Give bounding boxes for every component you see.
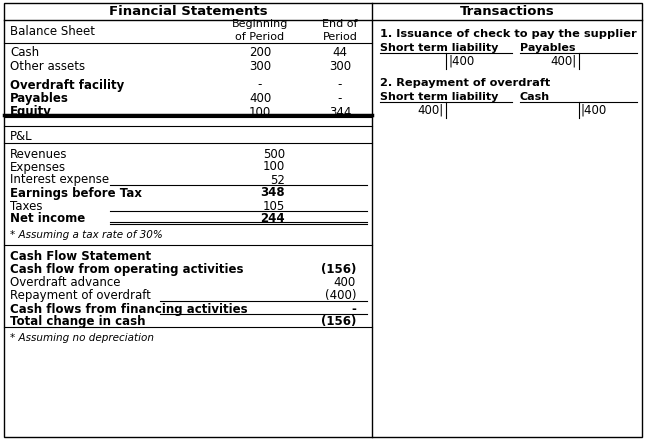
Text: 105: 105 — [263, 199, 285, 213]
FancyBboxPatch shape — [4, 3, 642, 437]
Text: Expenses: Expenses — [10, 161, 66, 173]
Text: (156): (156) — [320, 315, 356, 329]
Text: Repayment of overdraft: Repayment of overdraft — [10, 289, 151, 303]
Text: 400|: 400| — [418, 104, 444, 116]
Text: -: - — [338, 92, 342, 105]
Text: 44: 44 — [333, 46, 348, 60]
Text: Overdraft facility: Overdraft facility — [10, 78, 124, 91]
Text: (156): (156) — [320, 264, 356, 277]
Text: |400: |400 — [448, 55, 474, 67]
Text: Cash flows from financing activities: Cash flows from financing activities — [10, 303, 247, 315]
Text: * Assuming no depreciation: * Assuming no depreciation — [10, 333, 154, 343]
Text: 400: 400 — [249, 92, 271, 105]
Text: Earnings before Tax: Earnings before Tax — [10, 187, 142, 199]
Text: Taxes: Taxes — [10, 199, 43, 213]
Text: 100: 100 — [263, 161, 285, 173]
Text: End of
Period: End of Period — [322, 19, 358, 42]
Text: 300: 300 — [249, 60, 271, 73]
Text: 244: 244 — [260, 213, 285, 225]
Text: Equity: Equity — [10, 105, 52, 119]
Text: 2. Repayment of overdraft: 2. Repayment of overdraft — [380, 78, 550, 88]
Text: 400|: 400| — [550, 55, 576, 67]
Text: -: - — [351, 303, 356, 315]
Text: 344: 344 — [329, 105, 351, 119]
Text: 500: 500 — [263, 147, 285, 161]
Text: 200: 200 — [249, 46, 271, 60]
Text: Total change in cash: Total change in cash — [10, 315, 145, 329]
Text: Short term liability: Short term liability — [380, 92, 498, 102]
Text: 100: 100 — [249, 105, 271, 119]
Text: 400: 400 — [334, 277, 356, 289]
Text: -: - — [258, 78, 262, 91]
Text: Payables: Payables — [520, 43, 576, 53]
Text: Balance Sheet: Balance Sheet — [10, 25, 95, 38]
Text: Cash: Cash — [10, 46, 39, 60]
Text: 52: 52 — [270, 173, 285, 187]
Text: Cash flow from operating activities: Cash flow from operating activities — [10, 264, 244, 277]
Text: 1. Issuance of check to pay the supplier: 1. Issuance of check to pay the supplier — [380, 29, 637, 39]
Text: 300: 300 — [329, 60, 351, 73]
Text: Payables: Payables — [10, 92, 69, 105]
Text: Cash Flow Statement: Cash Flow Statement — [10, 250, 151, 262]
Text: P&L: P&L — [10, 131, 33, 143]
Text: |400: |400 — [581, 104, 607, 116]
Text: Revenues: Revenues — [10, 147, 67, 161]
Text: Financial Statements: Financial Statements — [109, 5, 267, 18]
Text: Net income: Net income — [10, 213, 85, 225]
Text: Interest expense: Interest expense — [10, 173, 109, 187]
Text: * Assuming a tax rate of 30%: * Assuming a tax rate of 30% — [10, 230, 163, 240]
Text: Other assets: Other assets — [10, 60, 85, 73]
Text: (400): (400) — [324, 289, 356, 303]
Text: Overdraft advance: Overdraft advance — [10, 277, 121, 289]
Text: 348: 348 — [260, 187, 285, 199]
Text: Short term liability: Short term liability — [380, 43, 498, 53]
Text: Beginning
of Period: Beginning of Period — [232, 19, 288, 42]
Text: Transactions: Transactions — [459, 5, 554, 18]
Text: Cash: Cash — [520, 92, 550, 102]
Text: -: - — [338, 78, 342, 91]
